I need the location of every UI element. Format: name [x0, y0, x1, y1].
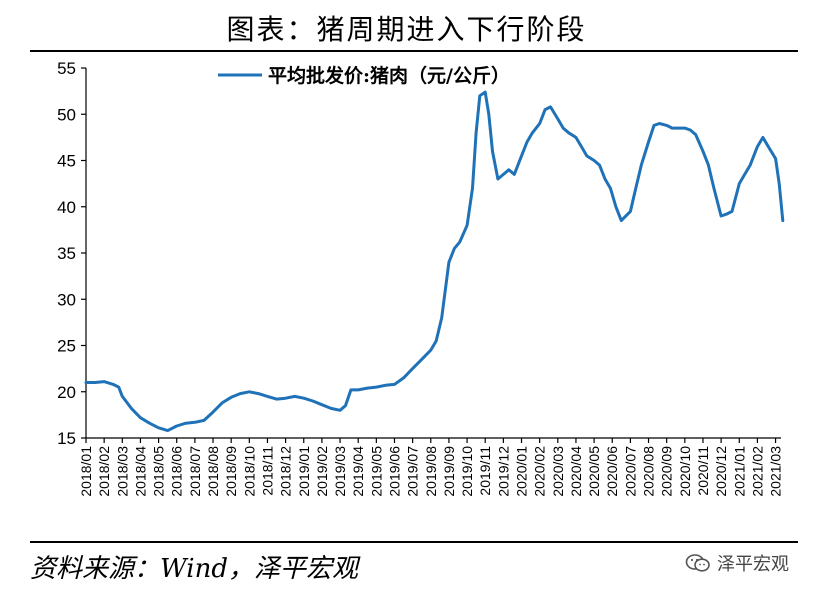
- x-tick-label: 2019/10: [459, 446, 475, 497]
- x-tick-label: 2021/02: [749, 446, 765, 497]
- legend: 平均批发价:猪肉（元/公斤）: [218, 64, 510, 87]
- x-tick-label: 2018/04: [132, 446, 148, 497]
- title-divider: [30, 50, 798, 52]
- x-tick-label: 2019/09: [441, 446, 457, 497]
- logo-text: 泽平宏观: [717, 554, 789, 575]
- y-tick-label: 35: [57, 244, 76, 263]
- x-tick-label: 2020/01: [514, 446, 530, 497]
- wechat-icon: [685, 554, 710, 572]
- y-tick-label: 45: [57, 152, 76, 171]
- chart-title: 图表：猪周期进入下行阶段: [226, 13, 587, 46]
- x-tick-label: 2019/02: [314, 446, 330, 497]
- x-tick-label: 2020/06: [604, 446, 620, 497]
- x-tick-label: 2020/04: [568, 446, 584, 497]
- y-tick-label: 40: [57, 198, 76, 217]
- source-note: 资料来源：Wind，泽平宏观: [30, 554, 358, 584]
- x-tick-label: 2019/06: [386, 446, 402, 497]
- x-tick-label: 2021/03: [768, 446, 784, 497]
- x-tick-label: 2018/09: [223, 446, 239, 497]
- series-line: [84, 90, 785, 433]
- x-tick-label: 2018/06: [169, 446, 185, 497]
- x-tick-label: 2020/07: [622, 446, 638, 497]
- x-tick-label: 2020/12: [713, 446, 729, 497]
- x-tick-label: 2018/01: [78, 446, 94, 497]
- x-tick-label: 2019/08: [423, 446, 439, 497]
- y-tick-label: 25: [57, 337, 76, 356]
- x-tick-label: 2019/04: [350, 446, 366, 497]
- x-tick-label: 2019/12: [495, 446, 511, 497]
- x-tick-label: 2019/05: [368, 446, 384, 497]
- x-tick-label: 2019/01: [296, 446, 312, 497]
- x-tick-label: 2020/08: [641, 446, 657, 497]
- x-tick-label: 2018/12: [278, 446, 294, 497]
- x-axis: 2018/01 2018/02 2018/03 2018/04 2018/05 2018/…: [78, 437, 784, 497]
- y-tick-label: 55: [57, 59, 76, 78]
- publisher-logo: 泽平宏观: [685, 550, 789, 576]
- y-tick-label: 50: [57, 105, 76, 124]
- x-tick-label: 2018/11: [259, 446, 275, 496]
- x-tick-label: 2019/07: [405, 446, 421, 497]
- y-tick-label: 30: [57, 290, 76, 309]
- x-tick-label: 2018/08: [205, 446, 221, 497]
- x-tick-label: 2020/03: [550, 446, 566, 497]
- legend-label: 平均批发价:猪肉（元/公斤）: [268, 64, 510, 87]
- x-tick-label: 2018/05: [151, 446, 167, 497]
- x-tick-label: 2020/05: [586, 446, 602, 497]
- x-tick-label: 2018/10: [241, 446, 257, 497]
- y-tick-label: 20: [57, 383, 76, 402]
- x-tick-label: 2020/10: [677, 446, 693, 497]
- x-tick-label: 2020/02: [532, 446, 548, 497]
- x-tick-label: 2019/11: [477, 446, 493, 496]
- x-tick-label: 2018/02: [96, 446, 112, 497]
- x-tick-label: 2020/09: [659, 446, 675, 497]
- y-axis: 15 20 25 30 35 40 45 50 55: [57, 59, 87, 448]
- x-tick-label: 2018/07: [187, 446, 203, 497]
- x-tick-label: 2020/11: [695, 446, 711, 496]
- series-layer: [84, 90, 785, 433]
- x-tick-label: 2021/01: [731, 446, 747, 497]
- x-tick-label: 2018/03: [114, 446, 130, 497]
- y-tick-label: 15: [57, 429, 76, 448]
- footer-divider: [30, 541, 798, 543]
- x-tick-label: 2019/03: [332, 446, 348, 497]
